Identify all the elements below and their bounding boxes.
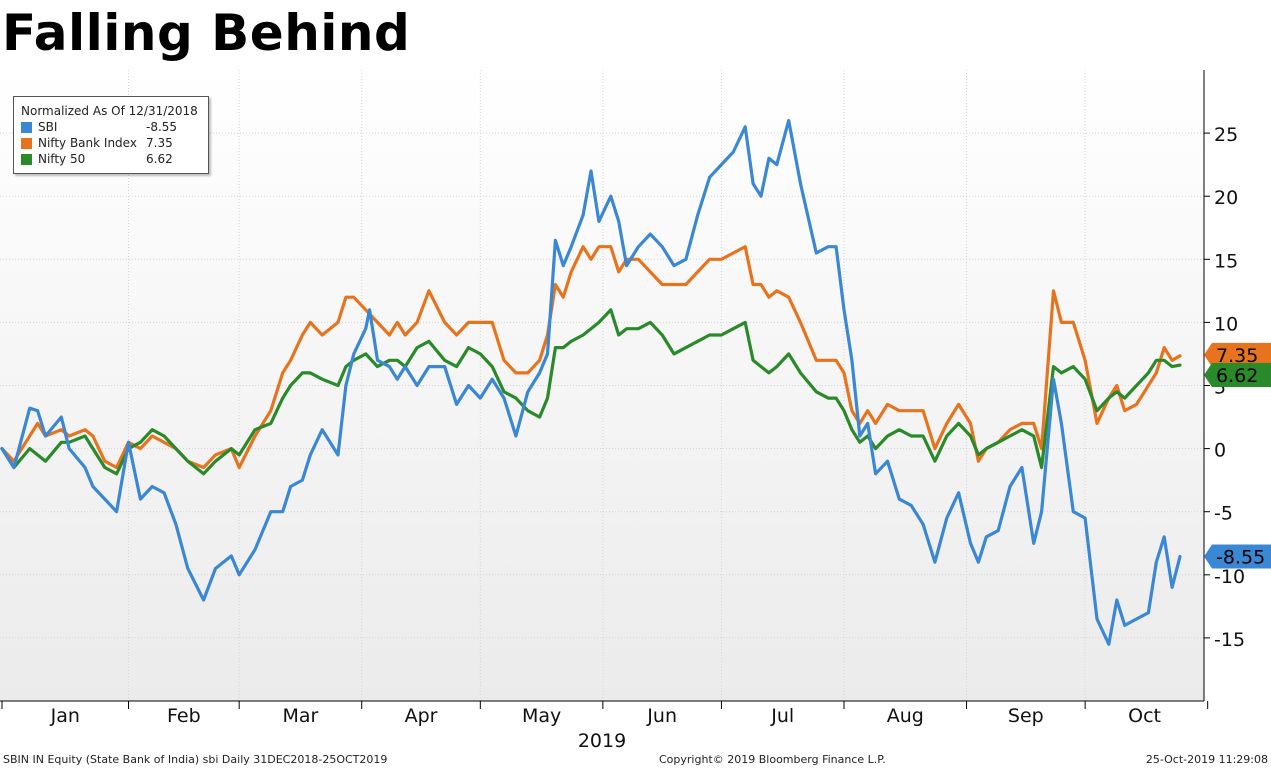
end-label--8.55: -8.55	[1204, 544, 1271, 569]
legend-header: Normalized As Of 12/31/2018	[21, 104, 198, 118]
end-label-7.35: 7.35	[1204, 342, 1271, 367]
end-label-text: 7.35	[1216, 345, 1258, 367]
end-value-labels: 7.356.62 -8.55	[1204, 342, 1271, 569]
legend-value-nifty-50: 6.62	[146, 152, 173, 166]
x-tick-label: Jun	[646, 705, 677, 727]
legend-label-nifty-50: Nifty 50	[38, 152, 86, 166]
x-tick-label: Apr	[405, 705, 438, 727]
axes	[0, 70, 1205, 702]
x-axis-label: 2019	[578, 730, 626, 752]
footer-timestamp: 25-Oct-2019 11:29:08	[1145, 753, 1268, 766]
grid-lines	[0, 70, 1210, 709]
x-tick-label: Oct	[1128, 705, 1161, 727]
x-tick-label: Aug	[887, 705, 924, 727]
y-tick-label: -10	[1214, 566, 1245, 588]
footer-copyright: Copyright© 2019 Bloomberg Finance L.P.	[659, 753, 886, 766]
x-tick-label: Mar	[283, 705, 319, 727]
legend: Normalized As Of 12/31/2018 SBI -8.55 Ni…	[13, 96, 209, 174]
end-label-box	[1204, 342, 1271, 367]
end-label-box	[1204, 363, 1271, 388]
series-lines	[0, 118, 1182, 646]
chart-title: Falling Behind	[2, 4, 411, 62]
legend-swatch-nifty-bank	[21, 138, 32, 149]
y-tick-label: 0	[1214, 440, 1226, 462]
x-tick-label: Jul	[770, 705, 794, 727]
y-tick-label: 25	[1214, 124, 1238, 146]
y-tick-label: 20	[1214, 187, 1238, 209]
x-tick-label: Jan	[50, 705, 80, 727]
end-label-text: 6.62	[1216, 365, 1258, 387]
series-line-nifty-50	[0, 308, 1182, 476]
legend-swatch-sbi	[21, 122, 32, 133]
x-tick-labels: Jan Feb Mar Apr May Jun Jul Aug Sep Oct 2019	[50, 705, 1161, 752]
series-line-sbi	[0, 118, 1182, 646]
end-label-box	[1204, 544, 1271, 569]
y-tick-label: 15	[1214, 250, 1238, 272]
y-tick-label: -5	[1214, 503, 1233, 525]
end-label-text: -8.55	[1216, 547, 1265, 569]
y-tick-label: 10	[1214, 313, 1238, 335]
end-label-6.62: 6.62	[1204, 363, 1271, 388]
legend-swatch-nifty-50	[21, 154, 32, 165]
footer-security-info: SBIN IN Equity (State Bank of India) sbi…	[3, 753, 388, 766]
y-tick-label: -15	[1214, 629, 1245, 651]
x-tick-label: May	[522, 705, 561, 727]
legend-label-nifty-bank: Nifty Bank Index	[38, 136, 137, 150]
legend-label-sbi: SBI	[38, 120, 58, 134]
x-tick-label: Sep	[1008, 705, 1044, 727]
x-tick-label: Feb	[167, 705, 201, 727]
legend-value-sbi: -8.55	[146, 120, 178, 134]
legend-value-nifty-bank: 7.35	[146, 136, 173, 150]
